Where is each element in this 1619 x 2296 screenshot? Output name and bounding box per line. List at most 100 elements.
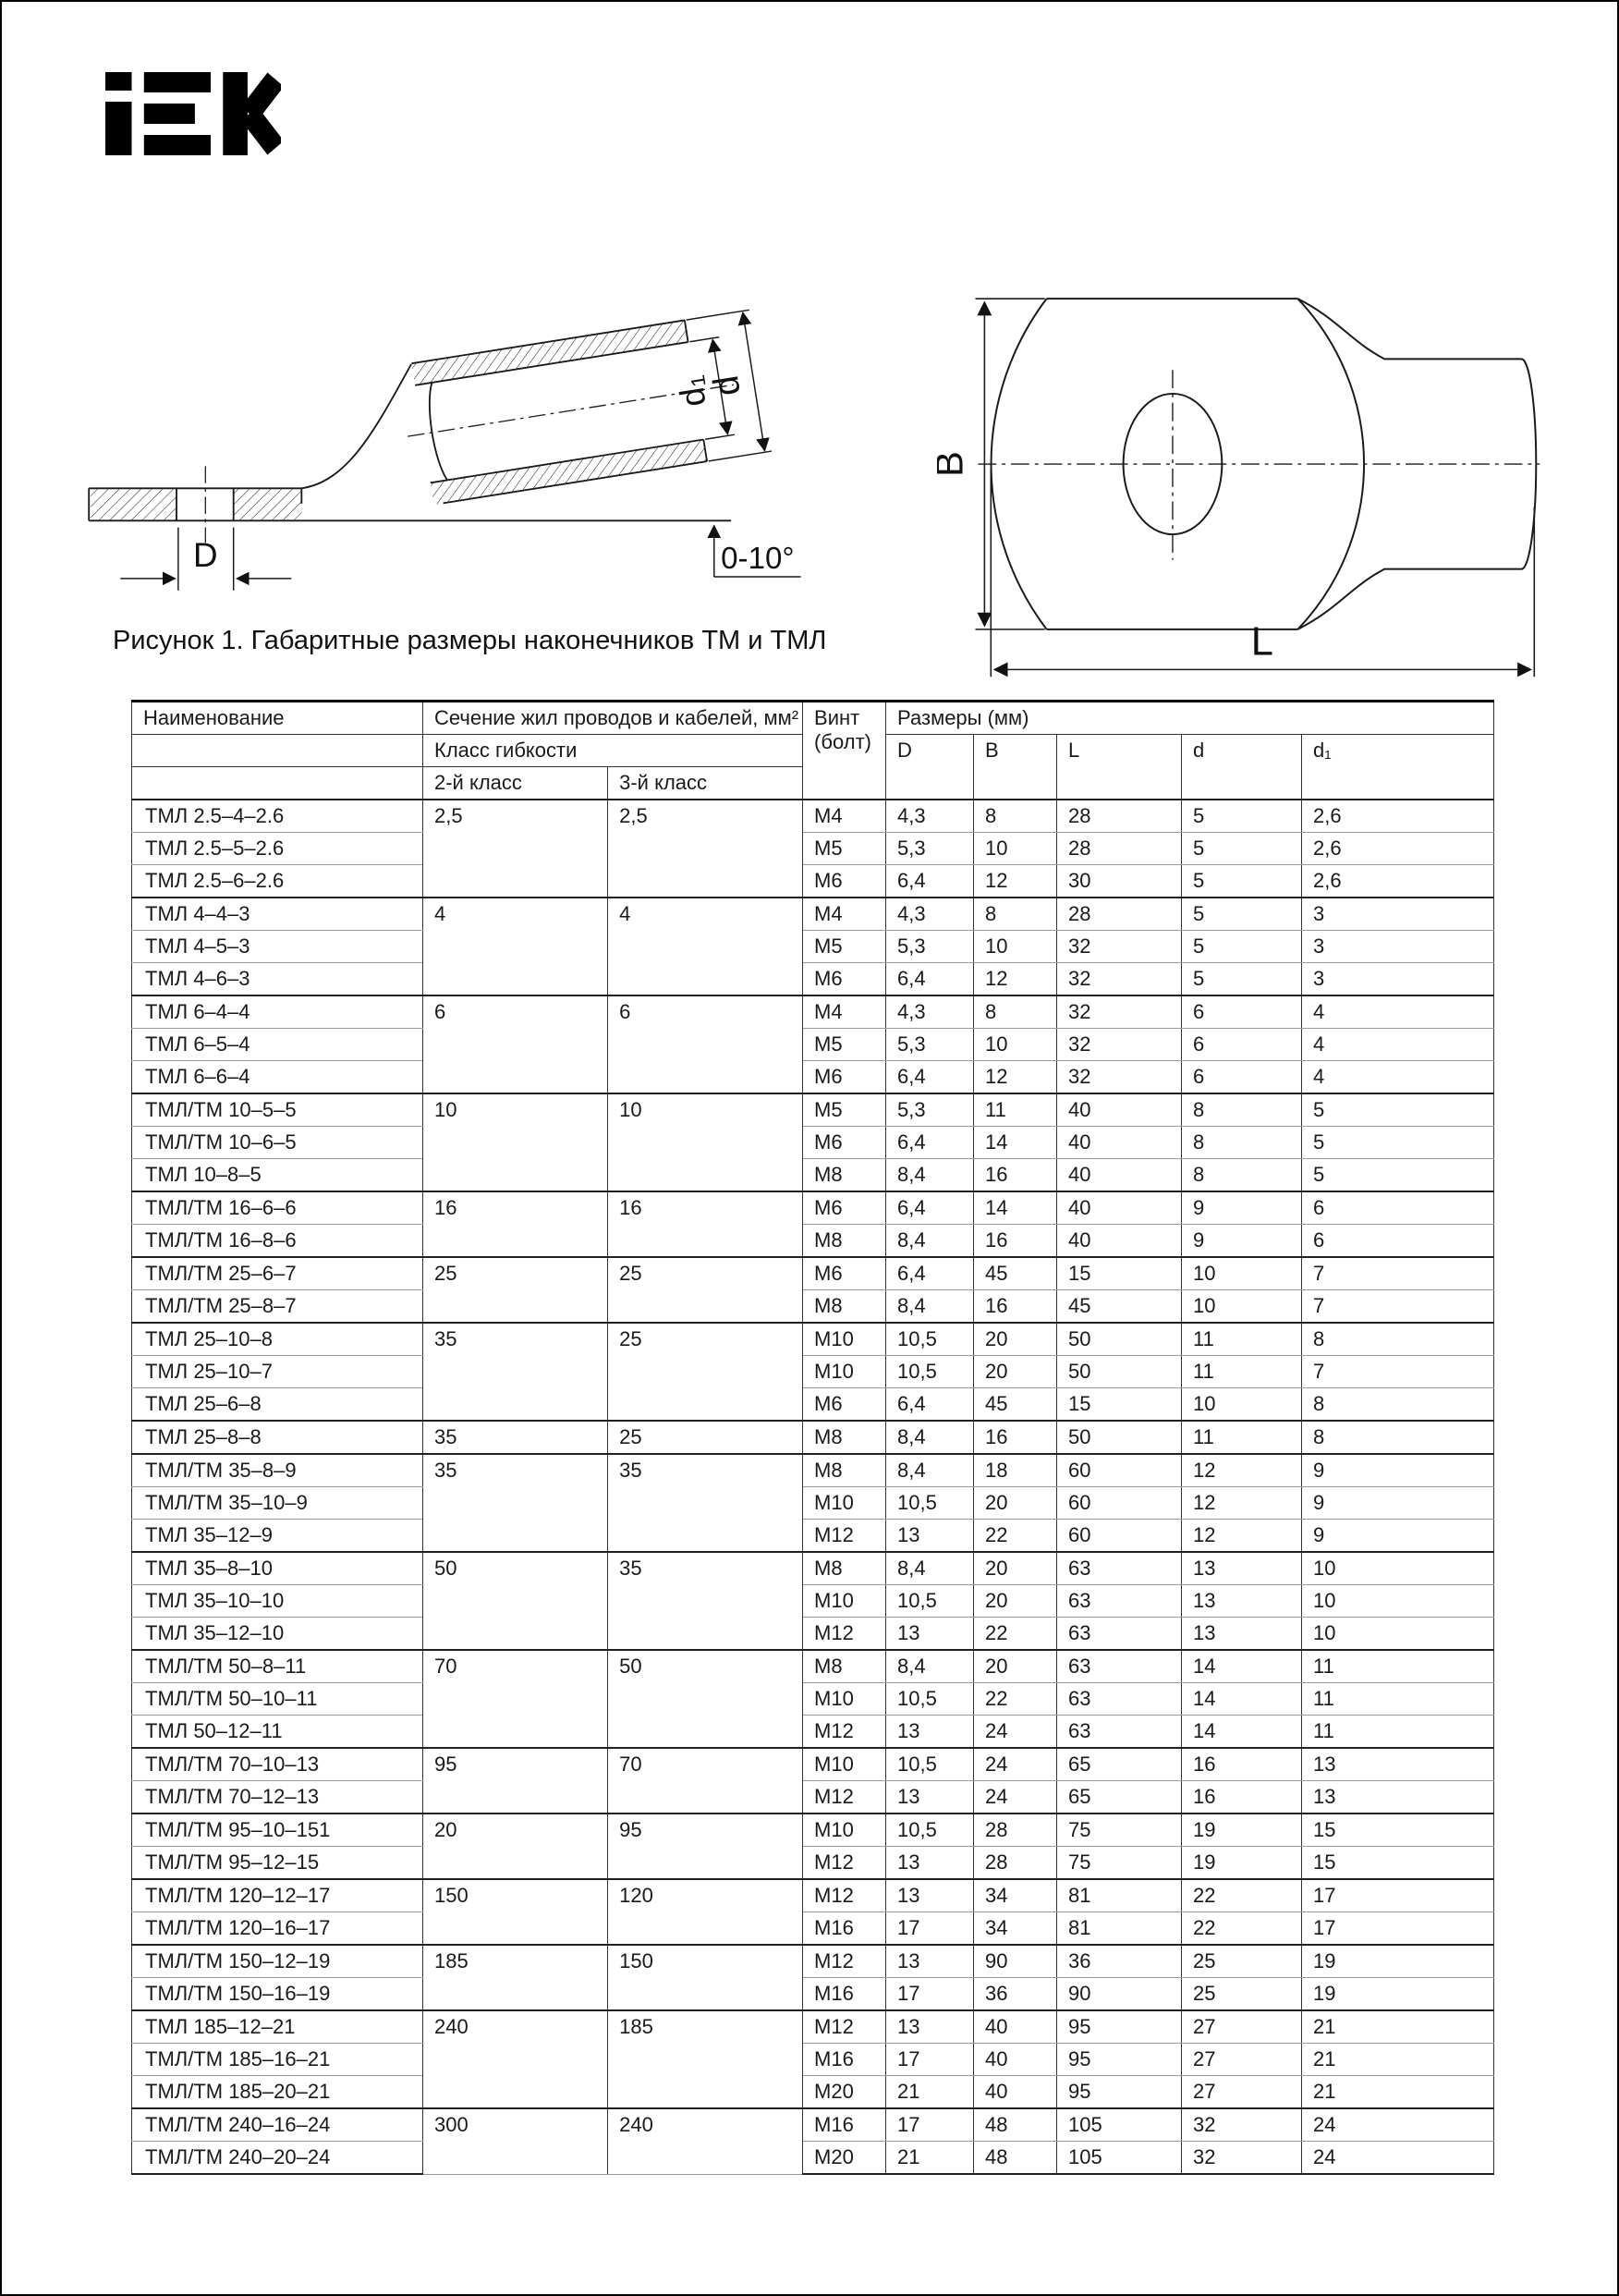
screw-cell: М10 [802, 1486, 887, 1520]
class3-section-cell: 35 [607, 1453, 804, 1553]
palm-hatch-right [233, 489, 302, 520]
dim-L-cell: 105 [1056, 2141, 1183, 2175]
dim-d-cell: 11 [1181, 1355, 1303, 1388]
dim-D-cell: 13 [885, 1878, 975, 1912]
class2-section-cell: 35 [421, 1322, 609, 1422]
dim-d1-cell: 6 [1301, 1224, 1495, 1258]
table-row: ТМЛ 2.5–4–2.6 2,5 2,5 М4 4,3 8 28 5 2,6 [131, 799, 1495, 898]
dim-d-cell: 32 [1181, 2107, 1303, 2142]
lug-name-cell: ТМЛ/ТМ 120–16–17 [131, 1911, 423, 1946]
dim-d1-cell: 8 [1301, 1322, 1495, 1356]
dim-d1-cell: 11 [1301, 1649, 1495, 1683]
dimensions-table-wrap: Наименование Сечение жил проводов и кабе… [131, 700, 1495, 2175]
screw-cell: М10 [802, 1584, 887, 1618]
dim-d1-cell: 11 [1301, 1715, 1495, 1749]
figure-caption: Рисунок 1. Габаритные размеры наконечник… [113, 626, 827, 655]
dim-d-cell: 6 [1181, 995, 1303, 1029]
dim-d1-cell: 24 [1301, 2141, 1495, 2175]
table-row: ТМЛ 35–12–9 М12 13 22 60 12 9 [131, 1519, 1495, 1553]
lug-table-body: ТМЛ 2.5–4–2.6 2,5 2,5 М4 4,3 8 28 5 2,6 ТМЛ 2.5–5… [131, 799, 1495, 2175]
dim-B-cell: 8 [973, 897, 1058, 931]
screw-cell: М16 [802, 2043, 887, 2076]
dim-d-cell: 27 [1181, 2075, 1303, 2109]
lug-name-cell: ТМЛ/ТМ 35–8–9 [131, 1453, 423, 1487]
screw-cell: М5 [802, 930, 887, 963]
dim-B-cell: 12 [973, 1060, 1058, 1094]
lug-name-cell: ТМЛ/ТМ 240–16–24 [131, 2107, 423, 2142]
dim-B-cell: 45 [973, 1256, 1058, 1290]
dim-d1-cell: 5 [1301, 1093, 1495, 1127]
dim-L-cell: 75 [1056, 1846, 1183, 1880]
screw-cell: М6 [802, 1256, 887, 1290]
dim-d1-cell: 9 [1301, 1453, 1495, 1487]
lug-name-cell: ТМЛ/ТМ 150–12–19 [131, 1944, 423, 1978]
lug-name-cell: ТМЛ/ТМ 95–12–15 [131, 1846, 423, 1880]
dim-d-cell: 8 [1181, 1158, 1303, 1192]
dim-L-cell: 32 [1056, 1028, 1183, 1061]
B-dimension-label: B [937, 451, 971, 477]
dim-B-cell: 24 [973, 1747, 1058, 1781]
dim-d-cell: 10 [1181, 1256, 1303, 1290]
dim-L-cell: 28 [1056, 799, 1183, 833]
dim-d1-cell: 3 [1301, 897, 1495, 931]
lug-name-cell: ТМЛ 25–10–7 [131, 1355, 423, 1388]
dim-d1-cell: 8 [1301, 1387, 1495, 1422]
dim-D-cell: 21 [885, 2141, 975, 2175]
screw-cell: М4 [802, 897, 887, 931]
dim-d-cell: 22 [1181, 1911, 1303, 1946]
screw-cell: М8 [802, 1453, 887, 1487]
dim-d1-cell: 2,6 [1301, 832, 1495, 865]
screw-cell: М5 [802, 1028, 887, 1061]
screw-cell: М20 [802, 2141, 887, 2175]
dim-d-cell: 25 [1181, 1944, 1303, 1978]
dim-d-cell: 25 [1181, 1977, 1303, 2011]
dim-B-cell: 45 [973, 1387, 1058, 1422]
dim-d-cell: 6 [1181, 1028, 1303, 1061]
iek-logo [105, 72, 281, 155]
dim-L-cell: 60 [1056, 1486, 1183, 1520]
dim-d-cell: 11 [1181, 1420, 1303, 1455]
dim-B-cell: 8 [973, 799, 1058, 833]
lug-name-cell: ТМЛ/ТМ 16–6–6 [131, 1191, 423, 1225]
dim-D-cell: 6,4 [885, 962, 975, 996]
lug-name-cell: ТМЛ/ТМ 120–12–17 [131, 1878, 423, 1912]
dim-B-cell: 11 [973, 1093, 1058, 1127]
lug-name-cell: ТМЛ/ТМ 16–8–6 [131, 1224, 423, 1258]
class2-section-cell: 35 [421, 1453, 609, 1553]
dim-B-cell: 12 [973, 864, 1058, 898]
table-row: ТМЛ/ТМ 95–10–151 20 95 М10 10,5 28 75 19 15 [131, 1813, 1495, 1880]
table-row: ТМЛ 2.5–5–2.6 М5 5,3 10 28 5 2,6 [131, 832, 1495, 865]
dim-D-cell: 6,4 [885, 1256, 975, 1290]
class3-section-cell: 185 [607, 2009, 804, 2109]
table-row: ТМЛ 25–8–8 35 25 М8 8,4 16 50 11 8 [131, 1420, 1495, 1455]
dim-L-cell: 95 [1056, 2009, 1183, 2044]
table-row: ТМЛ/ТМ 35–10–9 М10 10,5 20 60 12 9 [131, 1486, 1495, 1520]
dim-d-cell: 14 [1181, 1682, 1303, 1716]
dim-D-cell: 10,5 [885, 1813, 975, 1847]
class2-section-cell: 185 [421, 1944, 609, 2011]
dim-d-cell: 8 [1181, 1126, 1303, 1159]
table-row: ТМЛ/ТМ 25–6–7 25 25 М6 6,4 45 15 10 7 [131, 1256, 1495, 1324]
table-row: ТМЛ/ТМ 120–12–17 150 120 М12 13 34 81 22 17 [131, 1878, 1495, 1946]
angle-label: 0-10° [721, 542, 795, 576]
dim-L-cell: 50 [1056, 1355, 1183, 1388]
class3-section-cell: 70 [607, 1747, 804, 1814]
class3-section-cell: 10 [607, 1093, 804, 1192]
table-row: ТМЛ 4–4–3 4 4 М4 4,3 8 28 5 3 [131, 897, 1495, 996]
header-col-D: D [885, 734, 975, 800]
header-sizes: Размеры (мм) [885, 700, 1495, 735]
dim-D-cell: 5,3 [885, 1028, 975, 1061]
class3-section-cell: 25 [607, 1256, 804, 1324]
screw-cell: М6 [802, 962, 887, 996]
screw-cell: М6 [802, 864, 887, 898]
dim-D-cell: 6,4 [885, 1126, 975, 1159]
screw-cell: М5 [802, 832, 887, 865]
dim-D-cell: 5,3 [885, 930, 975, 963]
table-row: ТМЛ/ТМ 16–8–6 М8 8,4 16 40 9 6 [131, 1224, 1495, 1258]
dim-D-cell: 10,5 [885, 1355, 975, 1388]
lug-name-cell: ТМЛ/ТМ 150–16–19 [131, 1977, 423, 2011]
screw-cell: М12 [802, 1878, 887, 1912]
dim-B-cell: 12 [973, 962, 1058, 996]
dim-L-cell: 81 [1056, 1878, 1183, 1912]
table-row: ТМЛ 35–10–10 М10 10,5 20 63 13 10 [131, 1584, 1495, 1618]
